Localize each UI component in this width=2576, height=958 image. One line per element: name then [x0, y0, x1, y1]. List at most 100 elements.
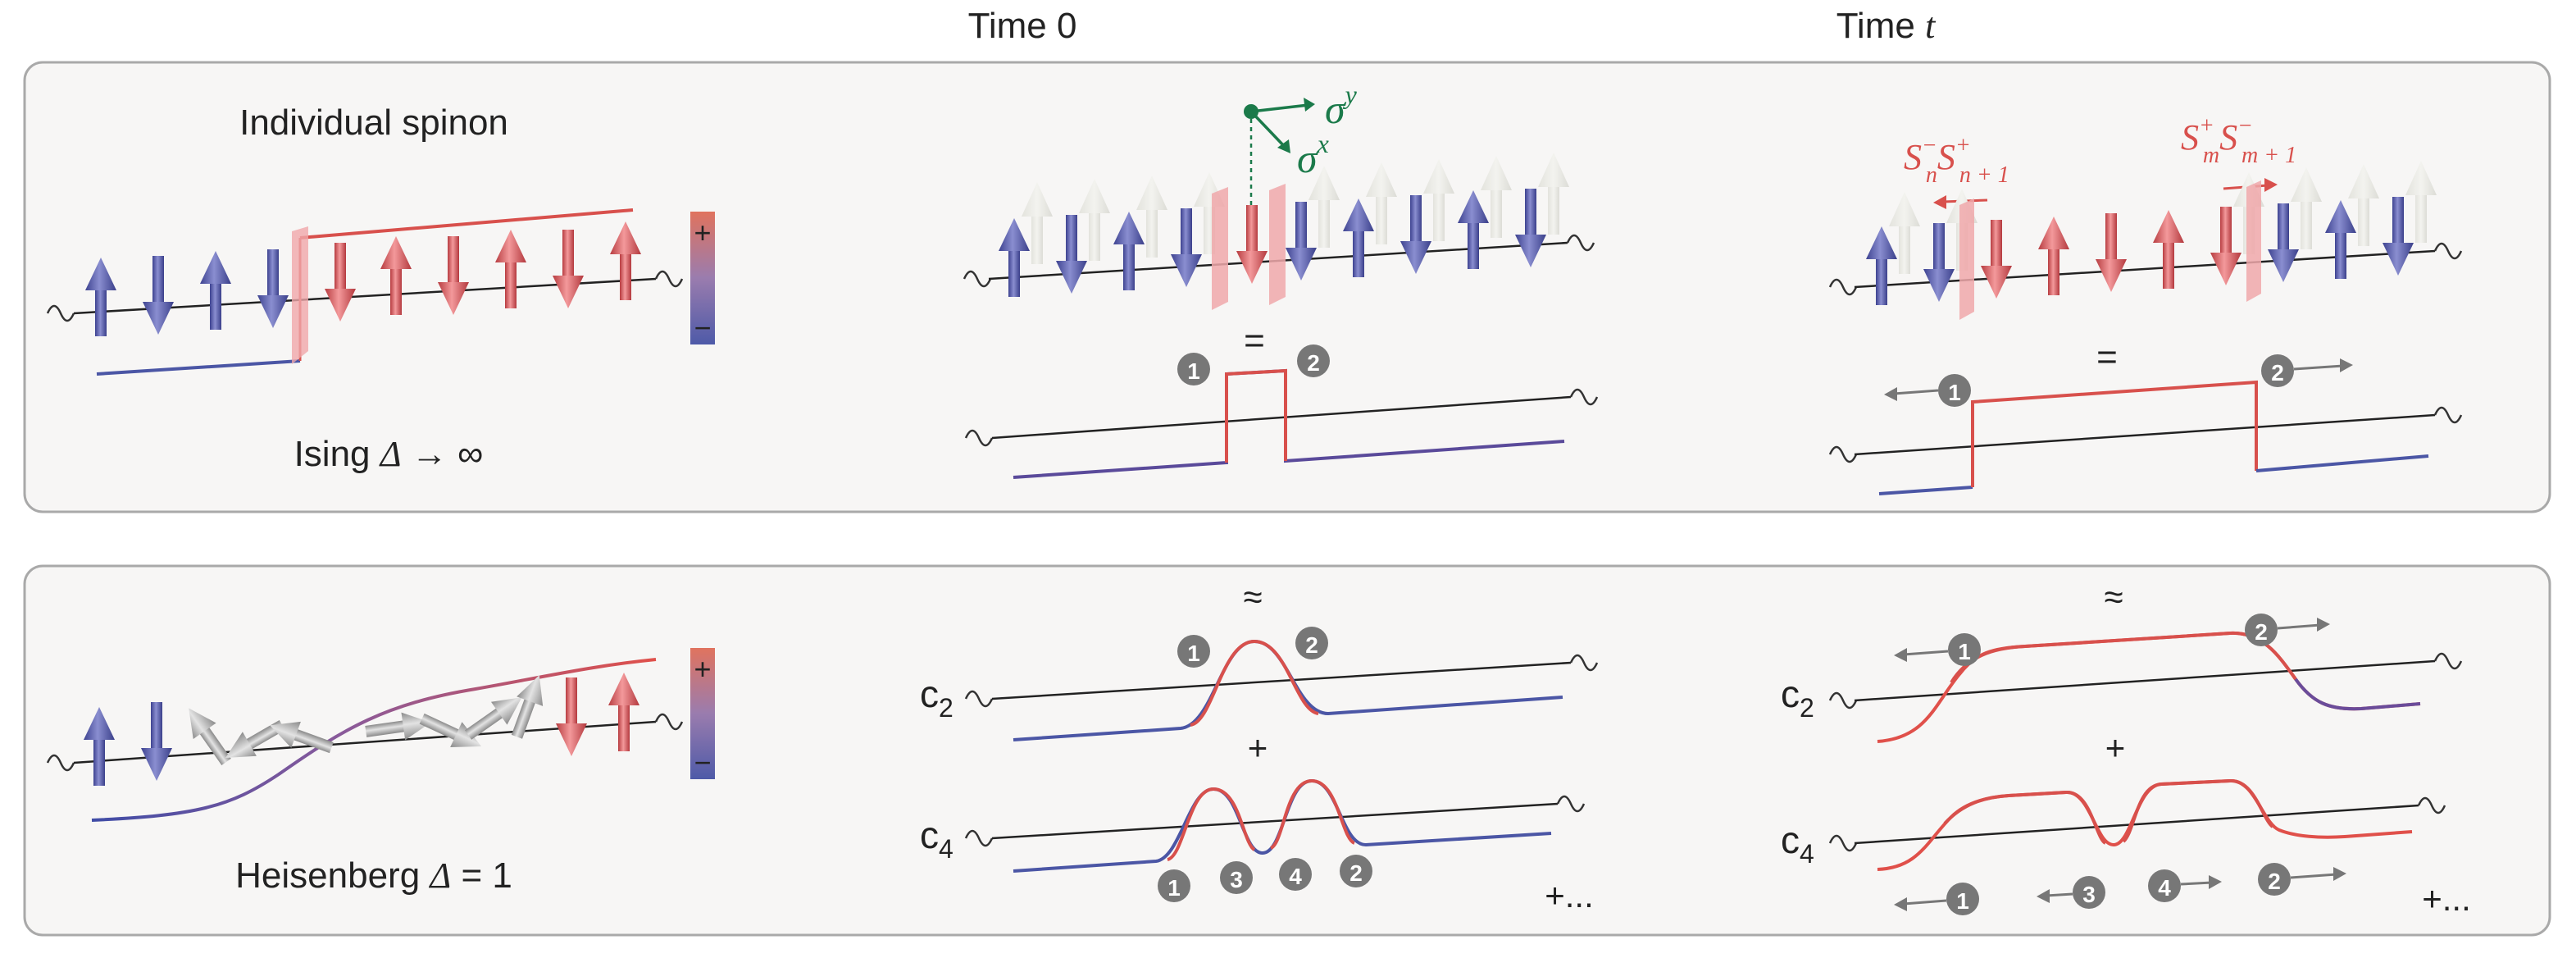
- timet-profile: [1828, 380, 2463, 495]
- spin-up-icon: [608, 673, 639, 751]
- svg-text:3: 3: [1230, 867, 1243, 892]
- spin-down-icon: [556, 677, 587, 756]
- spin-up-icon: [495, 230, 526, 308]
- svg-text:1: 1: [1187, 358, 1200, 384]
- tilted-spin-icon: [465, 697, 522, 740]
- ising-red-profile: [299, 208, 634, 240]
- colorbar-plus-label: +: [694, 652, 711, 686]
- time0-spin-chain: [963, 153, 1595, 310]
- sigma-y-label: σy: [1325, 80, 1358, 132]
- spin-up-icon: [2038, 217, 2069, 295]
- timet-plus-more: +...: [2422, 879, 2471, 918]
- marker-1-moving-left: 1: [1884, 374, 1971, 407]
- time0-plus: +: [1248, 728, 1268, 767]
- marker-3-moving-left: 3: [2037, 876, 2105, 909]
- timet-c2-label: c2: [1781, 673, 1814, 723]
- spin-up-icon: [200, 251, 231, 330]
- svg-text:2: 2: [1307, 350, 1320, 376]
- spin-down-icon: [2383, 197, 2414, 276]
- marker-2-moving-right: 2: [2245, 614, 2330, 646]
- svg-text:1: 1: [1956, 888, 1969, 914]
- spin-down-icon: [553, 230, 584, 308]
- bottom-colorbar: + −: [690, 648, 715, 779]
- svg-text:S−nS+n + 1: S− nS+ n + 1: [1904, 133, 2009, 188]
- marker-1-moving-left: 1: [1894, 633, 1981, 666]
- marker-1: 1: [1177, 635, 1210, 668]
- spin-down-icon: [2268, 203, 2299, 282]
- timet-c4-profile: [1828, 778, 2446, 871]
- svg-text:1: 1: [1958, 639, 1971, 664]
- marker-4: 4: [1279, 858, 1312, 891]
- svg-text:4: 4: [2158, 875, 2171, 901]
- svg-text:3: 3: [2082, 882, 2096, 907]
- time0-c2-profile: [964, 639, 1599, 741]
- svg-text:1: 1: [1948, 380, 1961, 405]
- svg-text:4: 4: [1289, 864, 1302, 889]
- spin-down-icon: [257, 249, 289, 328]
- spin-up-icon: [1113, 212, 1145, 290]
- header-time-t: Time t: [1836, 6, 1937, 46]
- spin-down-icon: [1236, 205, 1268, 284]
- operator-right: S+ mS− m + 1: [2181, 113, 2296, 192]
- bottom-left-spin-chain: [46, 658, 684, 822]
- marker-4-moving-right: 4: [2148, 869, 2222, 902]
- tilted-spin-icon: [511, 675, 544, 739]
- tilted-spin-icon: [365, 712, 431, 741]
- spin-up-icon: [999, 218, 1030, 297]
- tilted-spin-icon: [189, 708, 231, 765]
- sigma-x-label: σx: [1297, 129, 1329, 181]
- time0-c4-profile: [964, 778, 1586, 873]
- spin-up-icon: [85, 258, 116, 336]
- spin-down-icon: [438, 236, 469, 315]
- top-left-spin-chain: [46, 208, 684, 376]
- svg-text:2: 2: [1349, 860, 1363, 886]
- spin-down-icon: [1286, 202, 1317, 281]
- bottom-panel-model-label: Heisenberg Δ = 1: [235, 855, 512, 896]
- tilted-spin-icon: [419, 713, 482, 748]
- spin-down-icon: [1515, 189, 1546, 267]
- time0-profile: [964, 368, 1599, 479]
- svg-text:2: 2: [2255, 619, 2268, 645]
- spin-down-icon: [143, 256, 174, 335]
- spin-up-icon: [380, 236, 412, 315]
- spin-up-icon: [1458, 190, 1489, 269]
- top-panel: [23, 61, 2551, 513]
- spin-up-icon: [84, 707, 115, 786]
- colorbar-minus-label: −: [694, 746, 711, 779]
- marker-1-moving-left: 1: [1894, 883, 1979, 915]
- spin-down-icon: [1981, 220, 2012, 299]
- svg-text:2: 2: [2268, 869, 2281, 894]
- top-panel-model-label: Ising Δ → ∞: [294, 434, 484, 474]
- sigma-axes: σy σx: [1244, 80, 1358, 215]
- spin-up-icon: [2325, 200, 2356, 279]
- spin-down-icon: [1400, 195, 1431, 274]
- time0-approx: ≈: [1243, 577, 1262, 616]
- marker-2: 2: [1340, 855, 1372, 887]
- spin-down-icon: [1923, 223, 1955, 302]
- operator-left: S− nS+ n + 1: [1904, 133, 2009, 209]
- svg-text:2: 2: [1305, 632, 1318, 658]
- time0-c4-label: c4: [920, 814, 953, 864]
- marker-2-moving-right: 2: [2261, 354, 2353, 387]
- svg-text:1: 1: [1167, 875, 1181, 901]
- marker-3: 3: [1220, 861, 1253, 894]
- spin-down-icon: [141, 702, 172, 781]
- bottom-panel: [23, 564, 2551, 937]
- svg-text:S+mS−m + 1: S+ mS− m + 1: [2181, 113, 2296, 168]
- spin-down-icon: [1056, 215, 1087, 294]
- colorbar-minus-label: −: [694, 311, 711, 344]
- spin-up-icon: [1866, 226, 1897, 305]
- spin-down-icon: [2210, 207, 2241, 285]
- top-colorbar: + −: [690, 212, 715, 344]
- timet-approx: ≈: [2104, 577, 2123, 616]
- marker-1: 1: [1158, 869, 1190, 902]
- marker-2-moving-right: 2: [2258, 863, 2346, 896]
- timet-plus: +: [2105, 728, 2126, 767]
- domain-wall: [292, 226, 308, 364]
- marker-2: 2: [1295, 627, 1328, 659]
- spin-down-icon: [325, 243, 356, 322]
- top-panel-title: Individual spinon: [239, 103, 508, 143]
- heisenberg-profile: [91, 658, 657, 822]
- svg-text:1: 1: [1187, 641, 1200, 666]
